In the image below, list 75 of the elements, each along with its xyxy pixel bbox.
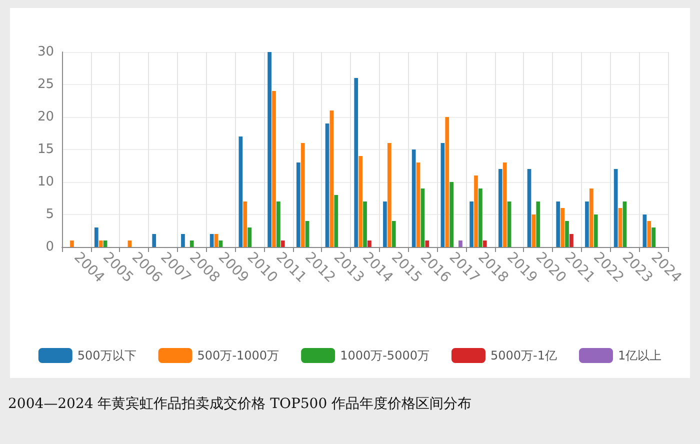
bar [383,202,387,247]
bar [614,169,618,247]
bar [642,214,647,247]
legend-label: 1000万-5000万 [340,348,430,362]
bar [392,221,396,247]
y-tick-label: 25 [37,77,54,92]
bar [334,195,338,247]
bar [243,202,248,247]
bar [474,176,478,247]
bar [276,202,280,247]
bar [425,240,430,247]
bar [300,143,305,247]
legend-label: 5000万-1亿 [490,348,557,362]
bar [478,188,482,247]
bar [305,221,310,247]
bar [272,91,276,247]
bar [498,169,502,247]
bar [363,202,367,247]
bar [470,202,474,247]
bar [181,234,185,247]
bar [98,240,103,247]
bar [190,240,194,247]
bar [502,162,507,247]
bar [412,150,416,247]
legend-label: 500万-1000万 [197,348,280,362]
y-tick-label: 30 [37,44,54,60]
bar [152,234,156,247]
bar [652,228,656,247]
bar [210,234,214,247]
bar [280,240,285,247]
bar [238,136,243,247]
y-tick-label: 20 [37,110,54,124]
bar [128,240,132,247]
legend-label: 500万以下 [77,348,136,362]
bar [618,208,622,247]
bar [565,221,569,247]
bar [420,188,425,247]
bar [218,240,223,247]
bar [296,162,300,247]
bar [482,240,487,247]
text: 2004—2024 年黄宾虹作品拍卖成交价格 TOP500 作品年度价格区间分布 [8,395,472,413]
bar [445,117,450,247]
bar [358,156,362,247]
bar [594,214,598,247]
bar [368,240,372,247]
bar [103,240,108,247]
bar [536,202,540,247]
bar [570,234,574,247]
y-tick-label: 15 [37,142,54,157]
bar [354,78,358,247]
bar [214,234,218,247]
bar [440,143,445,247]
bar [527,169,532,247]
y-tick-label: 5 [46,207,54,222]
bar [387,143,392,247]
bar [268,52,272,247]
bar [70,240,74,247]
bar [622,202,627,247]
bar [458,240,462,247]
bar [647,221,652,247]
y-tick-label: 0 [46,240,54,254]
bar [507,202,512,247]
bar [416,162,420,247]
bar [589,188,594,247]
legend-label: 1亿以上 [618,348,662,362]
bar [556,202,560,247]
bar [325,124,330,247]
y-tick-label: 10 [37,174,54,190]
bar [560,208,564,247]
bar [450,182,454,247]
bar [330,110,334,247]
bar [585,202,589,247]
bar [532,214,536,247]
bar [94,228,98,247]
bar [248,228,252,247]
